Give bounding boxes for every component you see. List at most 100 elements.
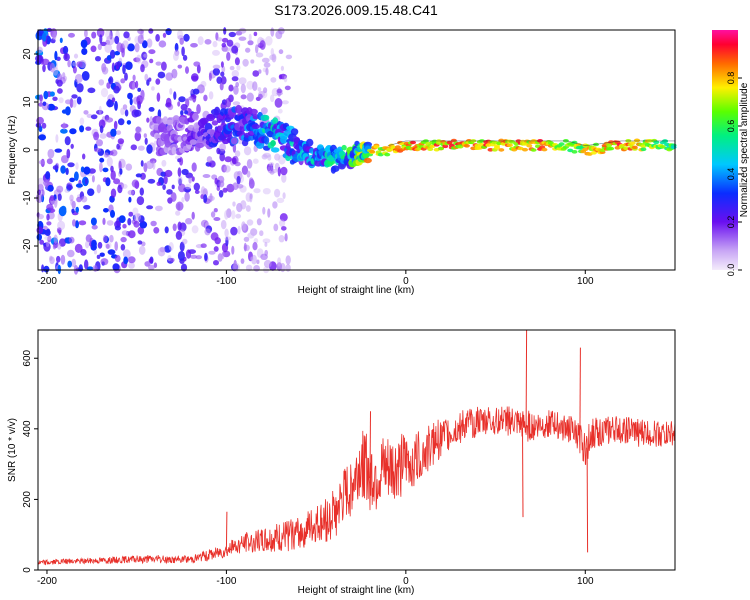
noise-blob [247, 232, 255, 239]
noise-blob [69, 128, 77, 135]
noise-blob [49, 256, 55, 265]
ridge-blob [369, 149, 376, 154]
noise-blob [65, 99, 72, 105]
noise-blob [223, 165, 231, 173]
noise-blob [103, 208, 109, 213]
noise-blob [226, 208, 232, 219]
ridge-blob [249, 108, 258, 115]
noise-blob [235, 81, 240, 88]
noise-blob [143, 133, 147, 138]
y-tick-label: 200 [22, 491, 33, 508]
noise-blob [114, 254, 121, 263]
noise-blob [230, 226, 238, 236]
noise-blob [101, 66, 109, 75]
noise-blob [45, 241, 50, 247]
noise-blob [137, 145, 145, 151]
noise-blob [123, 256, 129, 265]
noise-blob [256, 259, 260, 265]
noise-blob [180, 103, 188, 111]
noise-blob [140, 96, 145, 101]
noise-blob [124, 109, 129, 117]
ridge-blob [571, 150, 578, 154]
noise-blob [261, 57, 270, 63]
noise-blob [238, 77, 247, 85]
noise-blob [71, 94, 78, 99]
noise-blob [210, 232, 219, 241]
noise-blob [63, 53, 70, 62]
noise-blob [272, 201, 278, 209]
noise-blob [168, 242, 174, 251]
ridge-blob [189, 139, 198, 145]
noise-blob [219, 143, 227, 152]
noise-blob [240, 83, 246, 94]
noise-blob [91, 239, 97, 248]
noise-blob [247, 40, 254, 46]
noise-blob [226, 183, 235, 193]
noise-blob [37, 183, 44, 192]
noise-blob [182, 238, 188, 245]
noise-blob [262, 206, 266, 215]
noise-blob [210, 211, 216, 218]
noise-blob [67, 59, 71, 68]
noise-blob [163, 175, 168, 185]
noise-blob [38, 134, 46, 141]
noise-blob [98, 105, 102, 115]
noise-blob [44, 235, 52, 241]
ridge-blob [608, 146, 615, 151]
ridge-blob [272, 117, 279, 125]
noise-blob [191, 211, 195, 220]
noise-blob [194, 190, 200, 194]
noise-blob [120, 244, 126, 251]
snr-spike [522, 427, 524, 518]
noise-blob [231, 76, 239, 82]
y-tick-label: 0 [22, 567, 33, 573]
noise-blob [122, 104, 128, 110]
noise-blob [122, 249, 131, 259]
noise-blob [188, 96, 194, 101]
noise-blob [114, 61, 122, 67]
noise-blob [175, 230, 183, 240]
noise-blob [36, 116, 44, 125]
ridge-blob [522, 147, 528, 152]
noise-blob [139, 187, 144, 196]
noise-blob [96, 109, 104, 115]
noise-blob [258, 93, 263, 100]
noise-blob [82, 153, 86, 160]
noise-blob [196, 64, 201, 74]
noise-blob [45, 171, 51, 180]
noise-blob [240, 94, 247, 100]
noise-blob [283, 75, 288, 83]
noise-blob [234, 57, 240, 66]
noise-blob [219, 82, 224, 91]
x-tick-label: -200 [37, 276, 57, 287]
noise-blob [65, 106, 71, 116]
noise-blob [233, 85, 239, 95]
noise-blob [224, 156, 232, 163]
noise-blob [218, 190, 224, 198]
noise-blob [121, 183, 128, 189]
noise-blob [216, 76, 223, 84]
noise-blob [52, 31, 57, 41]
noise-blob [178, 96, 186, 103]
noise-blob [46, 213, 50, 221]
noise-blob [58, 227, 62, 236]
noise-blob [99, 162, 103, 173]
ridge-blob [590, 151, 597, 155]
noise-blob [148, 49, 156, 55]
noise-blob [276, 197, 285, 204]
noise-blob [116, 130, 122, 136]
noise-blob [117, 118, 125, 126]
noise-blob [277, 166, 281, 177]
noise-blob [253, 265, 260, 272]
noise-blob [68, 32, 75, 38]
noise-blob [153, 227, 160, 234]
noise-blob [114, 225, 121, 231]
y-tick-label: 10 [22, 96, 33, 108]
noise-blob [220, 61, 224, 68]
noise-blob [204, 252, 208, 262]
noise-blob [208, 250, 216, 255]
ridge-blob [211, 120, 219, 126]
noise-blob [213, 260, 219, 266]
noise-blob [232, 201, 236, 207]
